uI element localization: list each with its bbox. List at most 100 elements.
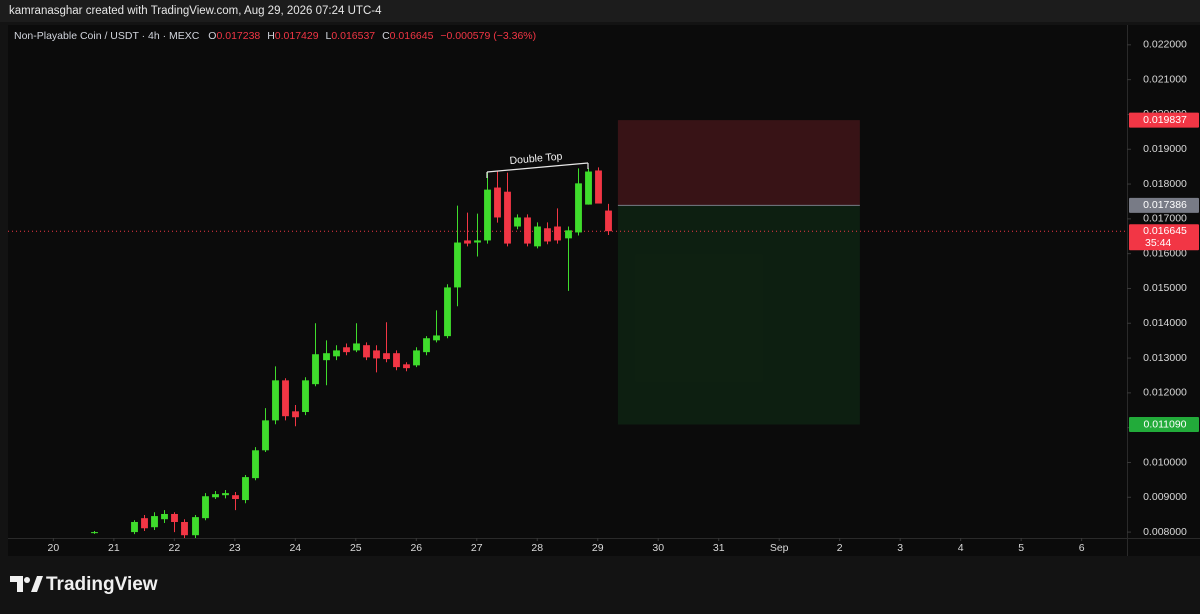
x-tick-label: 4 [958,542,964,554]
candle-body [222,493,229,496]
candle-body [544,228,551,242]
candle-body [575,183,582,233]
target-zone [617,205,860,425]
x-tick-label: 5 [1018,542,1024,554]
candle-body [141,518,148,529]
y-tick-label: 0.010000 [1143,456,1187,468]
current-price-label: 0.016645 [1143,225,1187,237]
x-tick-label: 24 [289,542,301,554]
x-tick-label: 26 [410,542,422,554]
logo-mark [10,576,23,592]
candle-body [202,496,209,519]
brand-text: TradingView [46,574,158,595]
legend-value: 0.016537 [331,30,375,42]
candle-body [464,240,471,244]
candle-body [494,187,501,218]
candle-body [333,350,340,357]
x-tick-label: 28 [531,542,543,554]
logo-dot [24,577,30,583]
target-label: 0.011090 [1143,418,1186,430]
candle-body [373,350,380,359]
candle-body [585,171,592,205]
target-label-box [1129,417,1199,433]
stop-label-box [1129,112,1199,128]
candle-body [262,420,269,451]
legend-letter: H [267,30,275,42]
brand-logo: TradingView [10,574,158,595]
y-tick-label: 0.014000 [1143,317,1187,329]
annotation-text: Double Top [509,150,563,167]
stop-zone [617,120,860,206]
candle-body [272,380,279,421]
plot [8,120,1127,538]
header-text: kamranasghar created with TradingView.co… [9,5,382,17]
stop-label: 0.019837 [1143,114,1187,126]
legend: Non-Playable Coin / USDT · 4h · MEXC O0.… [14,30,536,42]
x-tick-label: 25 [350,542,362,554]
logo-slash [31,576,43,592]
symbol: Non-Playable Coin / USDT · 4h · MEXC [14,30,200,42]
x-tick-label: 3 [897,542,903,554]
legend-change: −0.000579 (−3.36%) [440,30,536,42]
candle-body [554,226,561,241]
y-tick-label: 0.022000 [1143,39,1187,51]
time-axis [8,538,1127,556]
candle-body [474,240,481,243]
candle-body [323,353,330,361]
legend-letter: C [382,30,390,42]
candle-body [242,477,249,501]
legend-letter: L [326,30,332,42]
candle-body [444,287,451,337]
x-tick-label: 2 [837,542,843,554]
legend-value: 0.017238 [216,30,260,42]
axis-labels: 0.0220000.0210000.0200000.0190000.018000… [48,39,1199,554]
candle-body [212,494,219,498]
header-bar [0,0,1200,22]
y-tick-label: 0.012000 [1143,387,1187,399]
x-tick-label: 20 [48,542,60,554]
candle-body [454,242,461,288]
candle-body [252,450,259,479]
candle-body [292,411,299,418]
x-tick-label: 23 [229,542,241,554]
y-tick-label: 0.008000 [1143,526,1187,538]
y-tick-label: 0.019000 [1143,143,1187,155]
candle-body [181,521,188,536]
entry-label: 0.017386 [1143,199,1187,211]
candle-body [514,217,521,227]
legend-value: 0.017429 [275,30,319,42]
x-tick-label: Sep [770,542,789,554]
y-tick-label: 0.009000 [1143,491,1187,503]
x-tick-label: 6 [1079,542,1085,554]
candle-body [363,345,370,358]
x-tick-label: 22 [168,542,180,554]
candle-body [282,380,289,417]
candle-body [383,353,390,360]
double-top-annotation: Double Top [486,150,589,178]
candle-body [343,347,350,353]
legend-value: 0.016645 [390,30,434,42]
candle-body [504,191,511,244]
candle-body [433,335,440,341]
candle-body [151,516,158,528]
x-tick-label: 27 [471,542,483,554]
candle-body [232,495,239,500]
y-tick-label: 0.021000 [1143,73,1187,85]
candle-body [171,513,178,522]
candle-body [131,521,138,533]
x-tick-label: 30 [652,542,664,554]
entry-label-box [1129,197,1199,213]
x-tick-label: 21 [108,542,120,554]
candle-body [413,350,420,366]
candle-body [161,513,168,520]
candle-body [484,189,491,241]
y-tick-label: 0.016000 [1143,247,1187,259]
candle-body [302,380,309,413]
candle-body [393,353,400,368]
candle-body [534,226,541,247]
candle-body [605,210,612,232]
candle-body [423,338,430,353]
candle-body [595,170,602,204]
